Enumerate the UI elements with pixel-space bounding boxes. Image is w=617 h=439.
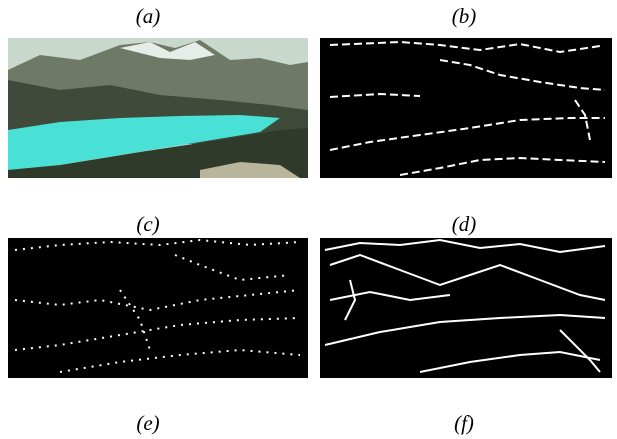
edge-map bbox=[320, 38, 612, 178]
figure: (a) (b) (c) (d) (e) (f) bbox=[0, 0, 617, 439]
panel-label: (a) bbox=[136, 4, 161, 28]
edge-map bbox=[8, 238, 308, 378]
panel-label: (c) bbox=[136, 212, 159, 236]
panel-label: (b) bbox=[452, 4, 477, 28]
photo bbox=[8, 38, 308, 178]
page: (a) (b) (c) (d) (e) (f) bbox=[0, 0, 617, 439]
edge-map bbox=[320, 238, 612, 378]
panel-label: (d) bbox=[452, 212, 477, 236]
panel-label: (e) bbox=[136, 411, 159, 435]
panel-label: (f) bbox=[454, 411, 474, 435]
